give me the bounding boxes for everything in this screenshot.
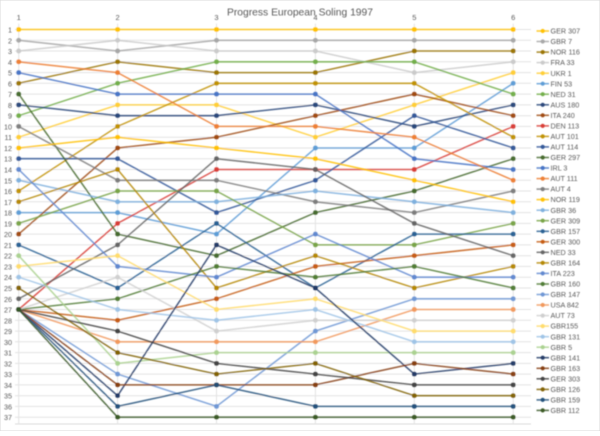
svg-text:5: 5	[412, 13, 416, 22]
svg-text:GER 300: GER 300	[551, 237, 581, 246]
svg-text:33: 33	[4, 370, 12, 379]
svg-text:2: 2	[8, 36, 12, 45]
svg-text:17: 17	[4, 198, 12, 207]
svg-text:23: 23	[4, 262, 12, 271]
svg-text:12: 12	[4, 144, 12, 153]
svg-text:GBR 131: GBR 131	[551, 332, 581, 341]
svg-text:Progress European Soling 1997: Progress European Soling 1997	[227, 8, 373, 19]
svg-text:16: 16	[4, 187, 12, 196]
svg-text:3: 3	[214, 13, 218, 22]
svg-text:UKR 1: UKR 1	[551, 69, 572, 78]
svg-text:AUT 114: AUT 114	[551, 143, 579, 152]
svg-text:27: 27	[4, 306, 12, 315]
svg-text:GBR 159: GBR 159	[551, 396, 581, 405]
svg-text:ITA 240: ITA 240	[551, 111, 575, 120]
svg-text:GBR 7: GBR 7	[551, 37, 573, 46]
svg-text:AUT 111: AUT 111	[551, 174, 578, 183]
svg-text:7: 7	[8, 90, 12, 99]
svg-text:8: 8	[8, 101, 12, 110]
svg-text:35: 35	[4, 392, 12, 401]
svg-text:FRA 33: FRA 33	[551, 58, 575, 67]
svg-text:15: 15	[4, 176, 12, 185]
svg-text:USA 842: USA 842	[551, 301, 579, 310]
svg-text:3: 3	[8, 47, 12, 56]
svg-text:IRL 3: IRL 3	[551, 164, 568, 173]
svg-text:GBR 160: GBR 160	[551, 280, 581, 289]
svg-text:DEN 113: DEN 113	[551, 122, 580, 131]
svg-text:34: 34	[4, 381, 12, 390]
svg-text:28: 28	[4, 316, 12, 325]
svg-text:26: 26	[4, 295, 12, 304]
svg-text:AUS 180: AUS 180	[551, 100, 580, 109]
svg-text:1: 1	[8, 26, 12, 35]
svg-text:GBR 157: GBR 157	[551, 227, 581, 236]
svg-text:GBR 112: GBR 112	[551, 406, 580, 415]
svg-text:37: 37	[4, 413, 12, 422]
svg-text:GER 297: GER 297	[551, 153, 581, 162]
svg-text:31: 31	[4, 349, 12, 358]
svg-text:4: 4	[8, 58, 12, 67]
svg-text:30: 30	[4, 338, 12, 347]
svg-text:AUT 101: AUT 101	[551, 132, 579, 141]
svg-text:NED 31: NED 31	[551, 90, 576, 99]
svg-text:GBR 163: GBR 163	[551, 364, 581, 373]
svg-text:GBR155: GBR155	[551, 322, 579, 331]
svg-text:NOR 119: NOR 119	[551, 195, 580, 204]
svg-text:GBR 147: GBR 147	[551, 290, 581, 299]
svg-text:GBR 164: GBR 164	[551, 259, 581, 268]
svg-text:9: 9	[8, 112, 12, 121]
svg-text:GER 303: GER 303	[551, 374, 581, 383]
svg-text:GBR 141: GBR 141	[551, 353, 581, 362]
svg-text:10: 10	[4, 122, 12, 131]
svg-text:18: 18	[4, 209, 12, 218]
svg-text:FIN 53: FIN 53	[551, 79, 573, 88]
svg-text:NOR 116: NOR 116	[551, 48, 580, 57]
svg-text:NED 33: NED 33	[551, 248, 576, 257]
svg-text:1: 1	[17, 13, 21, 22]
svg-text:2: 2	[116, 13, 120, 22]
svg-text:13: 13	[4, 155, 12, 164]
svg-text:4: 4	[313, 13, 317, 22]
svg-text:GBR 36: GBR 36	[551, 206, 577, 215]
svg-text:29: 29	[4, 327, 12, 336]
svg-text:14: 14	[4, 166, 12, 175]
svg-text:32: 32	[4, 359, 12, 368]
svg-text:GER 309: GER 309	[551, 216, 581, 225]
svg-text:19: 19	[4, 219, 12, 228]
svg-text:6: 6	[8, 79, 12, 88]
svg-text:GBR 5: GBR 5	[551, 343, 573, 352]
svg-text:36: 36	[4, 402, 12, 411]
svg-text:22: 22	[4, 252, 12, 261]
svg-text:24: 24	[4, 273, 12, 282]
svg-text:6: 6	[511, 13, 515, 22]
svg-text:GER 307: GER 307	[551, 27, 581, 36]
svg-text:5: 5	[8, 69, 12, 78]
svg-text:25: 25	[4, 284, 12, 293]
svg-text:AUT 73: AUT 73	[551, 311, 575, 320]
svg-text:AUT 4: AUT 4	[551, 185, 571, 194]
svg-text:GBR 126: GBR 126	[551, 385, 581, 394]
svg-text:ITA 223: ITA 223	[551, 269, 575, 278]
svg-text:21: 21	[4, 241, 12, 250]
svg-text:20: 20	[4, 230, 12, 239]
svg-text:11: 11	[5, 133, 12, 142]
